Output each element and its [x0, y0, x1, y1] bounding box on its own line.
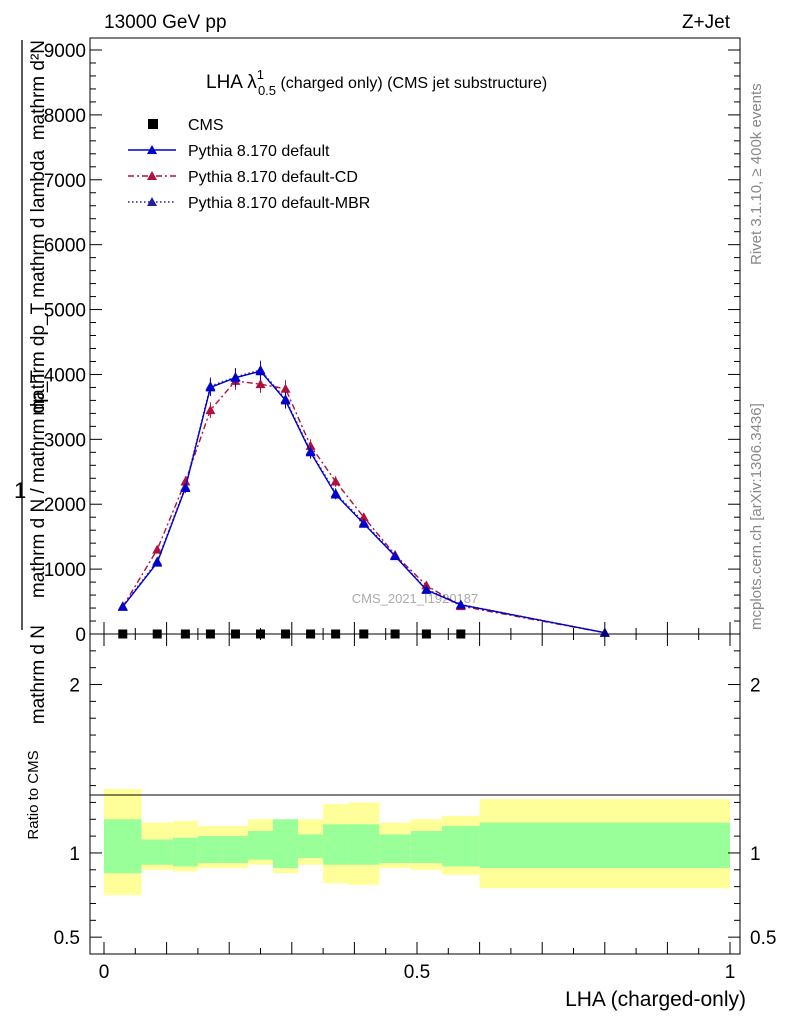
legend-marker — [147, 145, 157, 154]
legend-label: Pythia 8.170 default-CD — [188, 169, 358, 186]
series-point — [152, 544, 163, 554]
series-point — [255, 379, 266, 389]
ratio-band-green — [172, 837, 198, 867]
ratio-band-green — [222, 836, 248, 864]
ylabel-rot-top: mathrm d²N — [28, 40, 49, 140]
x-tick-label: 1 — [725, 962, 736, 983]
series-point — [280, 383, 291, 393]
ratio-band-green — [479, 822, 730, 869]
x-tick-label: 0 — [99, 962, 110, 983]
ratio-tick-label: 2 — [750, 676, 761, 697]
ratio-band-green — [379, 834, 411, 864]
y-tick-label: 9000 — [44, 41, 86, 62]
ratio-band-green — [141, 839, 173, 865]
ratio-tick-label: 0.5 — [750, 928, 776, 949]
legend-marker — [148, 119, 158, 129]
series-point — [205, 382, 216, 392]
header-right: Z+Jet — [682, 12, 731, 33]
watermark: CMS_2021_I1920187 — [352, 591, 479, 606]
ratio-band-green — [197, 836, 223, 864]
series-point — [421, 584, 432, 594]
legend-marker — [147, 171, 157, 180]
series-point — [230, 372, 241, 382]
ratio-tick-label: 0.5 — [54, 928, 80, 949]
legend-label: Pythia 8.170 default — [188, 143, 330, 160]
ratio-band-green — [273, 819, 299, 869]
ratio-tick-label: 1 — [69, 844, 80, 865]
ratio-band-green — [298, 834, 324, 858]
y-tick-label: 0 — [75, 625, 86, 646]
ratio-band-green — [442, 826, 480, 867]
ylabel-rot-bottom: mathrm d N — [28, 625, 49, 724]
mcplots-label: mcplots.cern.ch [arXiv:1306.3436] — [748, 403, 765, 630]
legend: CMS Pythia 8.170 default Pythia 8.170 defa… — [128, 117, 370, 212]
ratio-band-green — [104, 819, 142, 874]
series-point — [180, 483, 191, 492]
series-line — [122, 370, 605, 634]
y-tick-label: 7000 — [44, 171, 86, 192]
plot-title: LHA λ1 0.5 (charged only) (CMS jet substr… — [206, 67, 547, 98]
ratio-band-green — [410, 831, 443, 864]
y-tick-label: 8000 — [44, 106, 86, 127]
ratio-ylabel: Ratio to CMS — [25, 750, 42, 839]
header-left: 13000 GeV pp — [104, 12, 227, 33]
series-point — [358, 512, 369, 522]
series-point — [280, 395, 291, 405]
legend-label: Pythia 8.170 default-MBR — [188, 195, 370, 212]
series-point — [205, 405, 216, 415]
series-point — [390, 551, 401, 561]
y-tick-label: 4000 — [44, 365, 86, 386]
series-point — [255, 366, 266, 376]
y-tick-label: 6000 — [44, 236, 86, 257]
ylabel-one: 1 — [14, 478, 26, 503]
x-tick-label: 0.5 — [404, 962, 430, 983]
y-tick-label: 2000 — [44, 495, 86, 516]
series-point — [358, 518, 369, 528]
ratio-band-green — [247, 831, 274, 860]
ratio-tick-label: 2 — [69, 676, 80, 697]
series-point — [180, 476, 191, 486]
y-tick-label: 1000 — [44, 560, 86, 581]
series-point — [455, 599, 466, 609]
rivet-label: Rivet 3.1.10, ≥ 400k events — [748, 83, 765, 265]
series-point — [330, 476, 341, 486]
series-point — [305, 447, 316, 457]
series-point — [330, 489, 341, 499]
legend-marker — [147, 197, 157, 206]
y-tick-label: 5000 — [44, 301, 86, 322]
series-point — [117, 601, 128, 611]
y-tick-label: 3000 — [44, 430, 86, 451]
series-line — [122, 380, 605, 634]
ratio-frame — [89, 633, 741, 955]
ratio-tick-label: 1 — [750, 844, 761, 865]
x-axis-label: LHA (charged-only) — [565, 988, 746, 1011]
ratio-band-green — [323, 824, 349, 865]
ylabel-rot-mid: mathrm d N / mathrm dp_T — [28, 370, 49, 598]
series-point — [152, 557, 163, 567]
ratio-band-green — [348, 824, 380, 865]
legend-label: CMS — [188, 117, 224, 134]
ylabel-rot-top2: mathrm dp_T mathrm d lambda — [28, 150, 49, 416]
